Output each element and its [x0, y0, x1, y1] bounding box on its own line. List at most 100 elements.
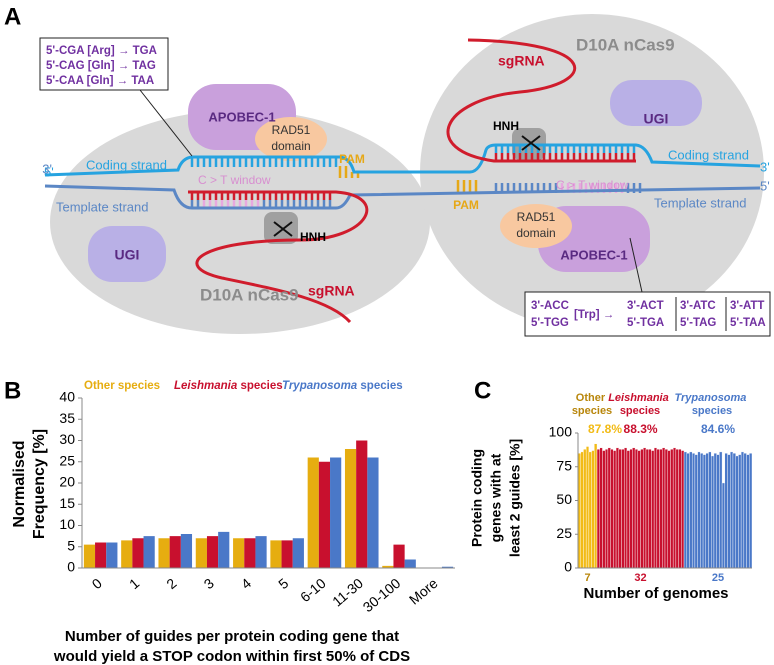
bar	[730, 451, 734, 569]
group-count: 25	[712, 572, 724, 584]
bar	[292, 538, 304, 568]
bar	[624, 447, 628, 569]
x-axis-label: Number of guides per protein coding gene…	[65, 628, 399, 645]
bar	[749, 453, 753, 569]
scissors	[273, 221, 293, 237]
rad51-label: RAD51	[517, 210, 556, 224]
bar	[721, 482, 726, 569]
bar	[195, 538, 207, 568]
bar	[206, 536, 219, 568]
bar	[740, 451, 745, 569]
bar	[711, 455, 715, 569]
strand-label: Template strand	[654, 195, 747, 210]
y-tick-label: 10	[59, 516, 75, 532]
bar	[132, 538, 144, 568]
codon-line: 3'-ATT	[730, 300, 764, 312]
bar	[441, 566, 454, 568]
bar	[255, 536, 267, 568]
y-tick-label: 20	[59, 474, 75, 490]
bar	[659, 449, 663, 569]
y-axis-label: genes with at	[488, 453, 504, 542]
bar	[640, 449, 644, 569]
bar	[588, 451, 592, 569]
bar	[594, 443, 598, 569]
bar	[583, 449, 587, 569]
bar	[727, 454, 731, 569]
group-mean-label: 88.3%	[624, 422, 658, 436]
bar	[700, 453, 704, 569]
codon-box	[524, 291, 771, 337]
rad51-label: domain	[516, 226, 555, 240]
bar	[158, 538, 170, 568]
legend-entry: Leishmania species	[174, 380, 283, 392]
bar	[613, 450, 617, 569]
bar	[675, 449, 679, 569]
bar	[596, 449, 600, 569]
x-tick-label: 2	[163, 575, 179, 592]
rad51-shape	[255, 117, 327, 161]
y-tick-label: 30	[59, 431, 75, 447]
codon-line: [Trp] →	[574, 309, 614, 321]
template-strand	[44, 184, 761, 210]
bar	[634, 449, 639, 569]
bar	[604, 449, 609, 569]
bar	[713, 453, 717, 569]
bar	[746, 454, 750, 569]
codon-line: 5'-CAA [Gln] → TAA	[46, 75, 154, 87]
bar	[683, 451, 687, 569]
rad51-label: RAD51	[272, 123, 311, 137]
bar	[632, 447, 636, 569]
bar	[618, 449, 622, 569]
x-tick-label: 6-10	[297, 575, 329, 605]
end-label: 5'	[44, 164, 54, 179]
window-label: C > T window	[556, 178, 629, 192]
x-axis-label: Number of genomes	[583, 585, 728, 602]
bar	[645, 449, 649, 569]
window-label: C > T window	[198, 173, 271, 187]
bar	[656, 449, 660, 569]
bar	[404, 559, 416, 568]
bar	[651, 450, 655, 569]
y-tick-label: 5	[67, 537, 75, 553]
bar	[143, 536, 155, 568]
codon-line: 5'-TAG	[680, 317, 716, 329]
strand-label: Coding strand	[86, 157, 167, 172]
bar	[95, 542, 107, 568]
rad51-label: domain	[271, 139, 310, 153]
ugi-shape	[610, 80, 702, 126]
end-label: 3'	[42, 161, 52, 176]
bar	[121, 540, 133, 568]
rad51-shape	[500, 204, 572, 248]
bar	[270, 540, 282, 568]
bar	[629, 449, 633, 569]
bar	[83, 544, 96, 568]
strand-label: Template strand	[56, 199, 149, 214]
ugi-label: UGI	[644, 111, 669, 127]
bar	[307, 457, 319, 568]
codon-box	[39, 37, 169, 91]
y-tick-label: 35	[59, 410, 75, 426]
bar	[686, 453, 690, 569]
bar	[367, 457, 379, 568]
pam-label: PAM	[339, 152, 365, 166]
enzyme-label: D10A nCas9	[200, 285, 299, 304]
group-count: 32	[634, 572, 646, 584]
panel-label: C	[474, 377, 491, 404]
bar	[681, 450, 685, 569]
sgrna-strand	[446, 38, 636, 163]
x-tick-label: 1	[126, 575, 142, 592]
y-tick-label: 25	[59, 452, 75, 468]
bar	[382, 565, 394, 568]
y-tick-label: 15	[59, 495, 75, 511]
bar	[318, 461, 331, 568]
x-tick-label: 30-100	[360, 575, 404, 615]
bar	[653, 447, 658, 569]
y-tick-label: 0	[564, 559, 572, 575]
bar	[626, 450, 630, 569]
y-axis-label: Protein coding	[469, 449, 485, 547]
bar	[670, 449, 674, 569]
group-name: Trypanosoma species	[675, 392, 750, 417]
pam-label: PAM	[453, 198, 479, 212]
x-tick-label: 5	[275, 575, 291, 592]
